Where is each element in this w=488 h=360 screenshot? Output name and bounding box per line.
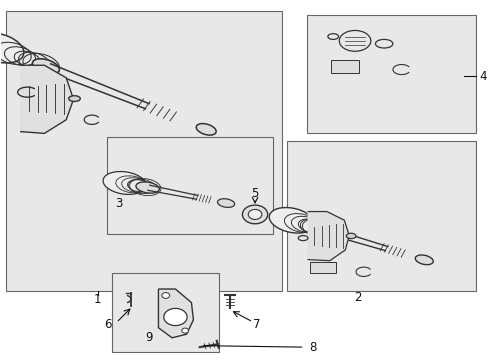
Bar bbox=[310, 262, 335, 273]
Ellipse shape bbox=[32, 59, 60, 74]
Ellipse shape bbox=[0, 33, 24, 63]
Text: 5: 5 bbox=[251, 187, 258, 200]
Text: 2: 2 bbox=[353, 291, 361, 304]
Ellipse shape bbox=[136, 182, 159, 193]
Text: 6: 6 bbox=[103, 318, 111, 331]
Text: 3: 3 bbox=[115, 197, 122, 210]
Text: 4: 4 bbox=[478, 69, 486, 82]
Text: 1: 1 bbox=[94, 293, 102, 306]
Ellipse shape bbox=[346, 233, 355, 239]
Text: 8: 8 bbox=[309, 341, 316, 354]
Ellipse shape bbox=[103, 171, 146, 194]
Circle shape bbox=[248, 210, 261, 220]
Circle shape bbox=[242, 205, 267, 224]
Polygon shape bbox=[20, 65, 73, 134]
Circle shape bbox=[162, 293, 169, 298]
Bar bbox=[5, 12, 282, 291]
Polygon shape bbox=[158, 289, 193, 338]
Bar bbox=[286, 140, 475, 291]
Ellipse shape bbox=[196, 123, 216, 135]
Bar bbox=[330, 60, 358, 73]
Circle shape bbox=[163, 309, 187, 325]
Text: 7: 7 bbox=[253, 318, 260, 331]
Bar bbox=[112, 273, 219, 352]
Ellipse shape bbox=[414, 255, 432, 265]
Ellipse shape bbox=[269, 208, 314, 233]
Circle shape bbox=[182, 328, 188, 333]
Ellipse shape bbox=[309, 223, 333, 236]
Bar bbox=[306, 15, 475, 134]
Ellipse shape bbox=[68, 96, 80, 102]
Ellipse shape bbox=[217, 199, 234, 207]
Ellipse shape bbox=[339, 31, 370, 51]
Bar bbox=[107, 137, 272, 234]
Text: 9: 9 bbox=[145, 331, 152, 344]
Polygon shape bbox=[307, 212, 348, 261]
